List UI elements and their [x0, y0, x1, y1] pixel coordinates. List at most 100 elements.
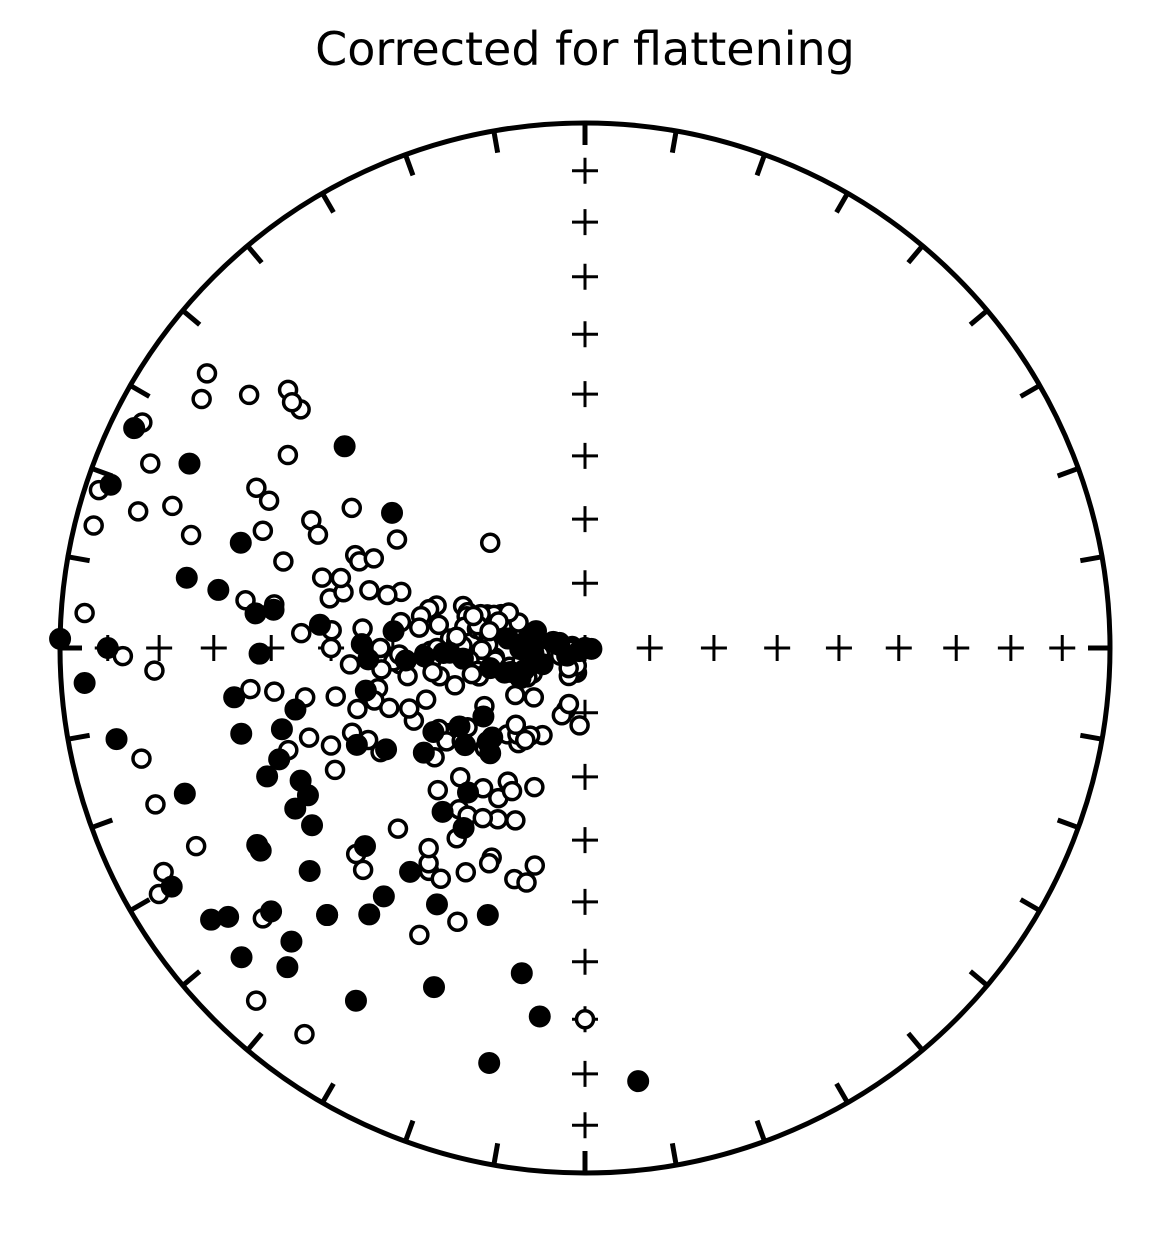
down-point [394, 649, 417, 672]
grid-cross [146, 635, 173, 661]
down-point [438, 641, 461, 664]
down-point [160, 875, 183, 898]
down-point [217, 905, 240, 928]
down-point [308, 613, 331, 636]
up-point [574, 1008, 596, 1030]
azimuth-tick [320, 192, 336, 214]
grid-cross [572, 827, 598, 854]
up-point [245, 990, 267, 1011]
down-point [357, 648, 380, 671]
up-point [501, 780, 523, 802]
down-point [301, 814, 324, 837]
down-point [173, 782, 196, 805]
grid-cross [885, 635, 912, 661]
azimuth-tick [669, 1142, 679, 1166]
down-point [298, 859, 321, 882]
up-point [347, 698, 368, 720]
down-point [123, 417, 146, 440]
up-point [558, 693, 580, 715]
up-point [505, 810, 526, 831]
up-point [455, 861, 477, 883]
up-point [447, 911, 468, 932]
down-point [260, 900, 283, 923]
grid-cross [825, 635, 852, 661]
up-point [140, 453, 161, 474]
down-point [223, 686, 246, 709]
grid-cross [572, 209, 598, 236]
down-point [175, 566, 198, 589]
down-point [381, 501, 404, 524]
grid-cross [943, 635, 970, 661]
down-point [431, 800, 454, 823]
up-point [238, 384, 260, 406]
down-point [516, 628, 539, 651]
up-point [277, 444, 299, 466]
up-point [505, 684, 526, 706]
down-point [345, 733, 368, 756]
down-point [207, 578, 230, 601]
up-point [427, 779, 449, 801]
down-point [425, 893, 448, 916]
down-point [423, 976, 446, 999]
down-point [248, 642, 271, 665]
up-point [341, 497, 363, 519]
up-point [479, 620, 500, 642]
up-point [377, 584, 398, 606]
azimuth-tick [181, 308, 202, 327]
up-point [387, 818, 409, 839]
up-point [386, 529, 408, 550]
up-point [264, 681, 285, 702]
up-point [185, 835, 207, 857]
azimuth-tick [181, 969, 202, 988]
down-point [354, 679, 377, 702]
azimuth-tick [1019, 383, 1041, 399]
down-point [230, 722, 253, 745]
up-point [273, 551, 294, 572]
azimuth-tick [1019, 897, 1041, 913]
down-point [270, 718, 293, 741]
down-point [333, 435, 356, 458]
down-point [229, 531, 252, 554]
down-point [528, 1005, 551, 1028]
up-point [505, 714, 527, 736]
grid-cross [1049, 635, 1076, 661]
grid-cross [572, 948, 598, 975]
grid-cross [200, 635, 227, 661]
up-point [330, 567, 352, 589]
down-point [262, 598, 285, 621]
azimuth-tick [1056, 466, 1080, 479]
down-point [99, 473, 122, 496]
up-point [379, 697, 400, 719]
azimuth-tick [245, 244, 264, 265]
up-point [162, 495, 183, 517]
up-point [196, 363, 218, 384]
down-point [96, 637, 119, 659]
grid-cross [572, 321, 598, 348]
azimuth-tick [320, 1082, 336, 1104]
grid-cross [636, 635, 663, 661]
up-point [291, 622, 312, 644]
down-point [375, 738, 398, 761]
grid-cross [572, 157, 598, 184]
azimuth-tick [906, 1031, 925, 1052]
down-point [73, 671, 96, 694]
up-point [127, 501, 149, 522]
up-point [363, 548, 385, 569]
down-point [353, 835, 376, 858]
down-point [249, 839, 272, 862]
down-point [422, 721, 445, 744]
down-point [49, 627, 72, 650]
grid-cross [572, 263, 598, 290]
up-point [430, 868, 452, 890]
grid-cross [572, 888, 598, 915]
azimuth-tick [129, 383, 151, 399]
down-point [256, 765, 279, 788]
up-point [74, 602, 95, 624]
up-point [311, 567, 333, 588]
azimuth-tick [129, 897, 151, 913]
azimuth-tick [1079, 554, 1103, 564]
grid-cross [572, 381, 598, 408]
down-point [454, 734, 477, 757]
down-point [358, 903, 381, 926]
azimuth-tick [67, 554, 91, 564]
